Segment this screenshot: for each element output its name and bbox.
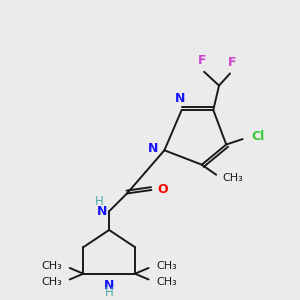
Text: H: H — [105, 286, 113, 299]
Text: F: F — [228, 56, 236, 69]
Text: N: N — [175, 92, 185, 105]
Text: CH₃: CH₃ — [41, 277, 62, 287]
Text: CH₃: CH₃ — [156, 261, 177, 271]
Text: CH₃: CH₃ — [223, 172, 243, 183]
Text: N: N — [148, 142, 158, 155]
Text: F: F — [197, 54, 206, 68]
Text: Cl: Cl — [251, 130, 265, 143]
Text: N: N — [97, 205, 108, 218]
Text: CH₃: CH₃ — [156, 277, 177, 287]
Text: CH₃: CH₃ — [41, 261, 62, 271]
Text: O: O — [157, 184, 168, 196]
Text: N: N — [104, 280, 114, 292]
Text: H: H — [94, 195, 103, 208]
